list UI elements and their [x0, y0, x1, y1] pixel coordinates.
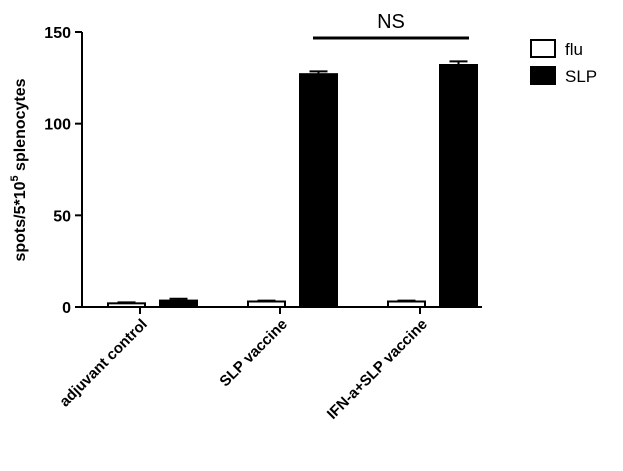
x-tick-label: SLP vaccine — [216, 316, 290, 390]
legend-label: SLP — [565, 67, 597, 86]
error-bar — [169, 297, 188, 301]
y-tick-label: 50 — [53, 208, 71, 225]
annotation: NS — [377, 11, 405, 33]
legend-swatch — [530, 39, 556, 58]
bar — [107, 302, 146, 309]
y-axis-label: spots/5*105 splenocytes — [9, 78, 29, 261]
legend-swatch — [530, 66, 556, 85]
error-bar — [257, 299, 276, 302]
y-tick-label: 0 — [62, 300, 71, 317]
y-tick-label: 150 — [44, 25, 71, 42]
y-label-text: splenocytes — [12, 78, 29, 175]
error-bar — [397, 299, 416, 302]
y-label-sup: 5 — [9, 175, 21, 181]
bar — [159, 299, 198, 309]
x-tick-label: adjuvant control — [56, 316, 151, 411]
bar — [439, 64, 478, 308]
y-label-text: spots/5*10 — [12, 181, 29, 261]
error-bar — [309, 70, 328, 75]
bar — [299, 73, 338, 308]
bar — [247, 300, 286, 308]
error-bar — [449, 60, 468, 65]
y-tick-label: 100 — [44, 117, 71, 134]
x-tick-label: IFN-a+SLP vaccine — [324, 316, 431, 423]
legend-label: flu — [565, 40, 583, 59]
error-bar — [117, 301, 136, 304]
bar — [387, 300, 426, 308]
